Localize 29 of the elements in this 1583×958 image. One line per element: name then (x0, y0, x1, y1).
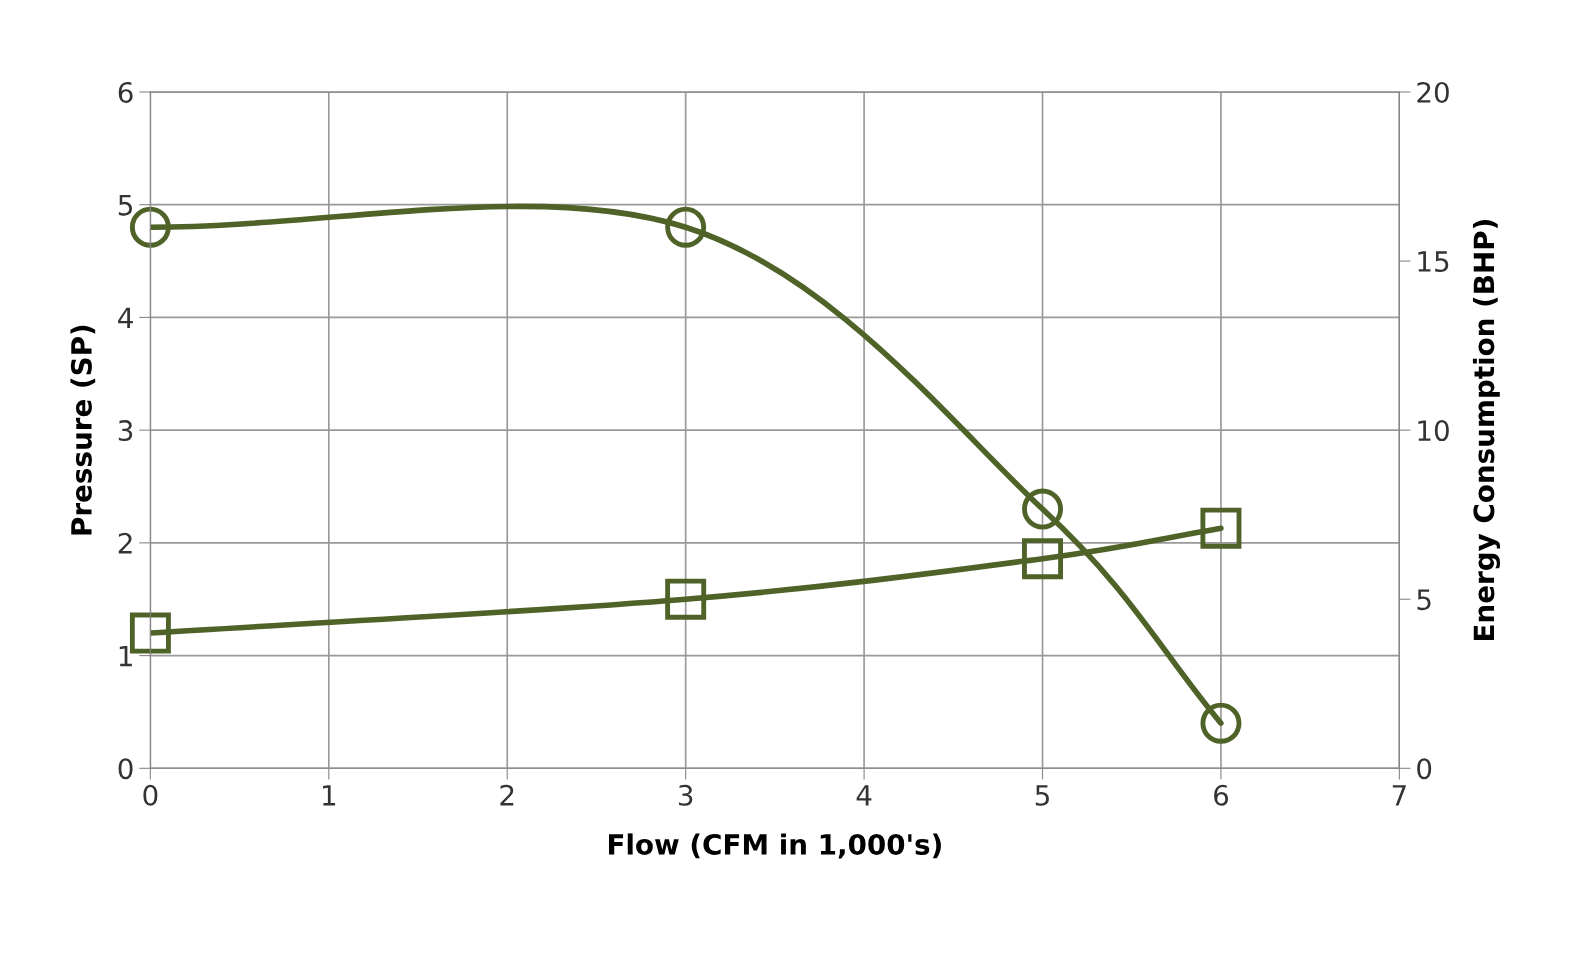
point (665, 206, 707, 248)
y-tick-label: 2 (118, 532, 132, 554)
point (1022, 488, 1063, 530)
x-tick-label: 0 (143, 784, 158, 806)
y2-axis-title: Energy Consumption (BHP) (1472, 220, 1501, 640)
point (1200, 702, 1242, 744)
x-tick-label: 1 (323, 785, 336, 806)
y2-tick-label: 10 (1418, 420, 1449, 442)
y-axis-title: Pressure (SP) (70, 325, 96, 535)
y-tick-label: 6 (118, 81, 133, 103)
x-axis-title: Flow (CFM in 1,000's) (609, 833, 941, 859)
x-tick-label: 5 (1035, 785, 1049, 806)
y2-tick-label: 15 (1418, 251, 1449, 272)
y-tick-label: 0 (118, 758, 133, 780)
x-tick-label: 4 (856, 785, 872, 806)
y-tick-label: 3 (118, 420, 133, 442)
x-tick-label: 6 (1214, 784, 1229, 806)
y-tick-label: 4 (118, 307, 133, 328)
x-tick-label: 3 (678, 784, 693, 806)
point (1022, 538, 1063, 580)
point (1200, 507, 1242, 549)
x-tick-label: 2 (500, 784, 514, 806)
y2-tick-label: 20 (1417, 81, 1449, 103)
point (665, 578, 707, 620)
y2-tick-label: 5 (1417, 589, 1431, 611)
x-tick-label: 7 (1392, 785, 1406, 806)
y-tick-label: 5 (118, 194, 132, 216)
y-tick-label: 1 (119, 645, 132, 667)
y2-tick-label: 0 (1417, 758, 1432, 780)
